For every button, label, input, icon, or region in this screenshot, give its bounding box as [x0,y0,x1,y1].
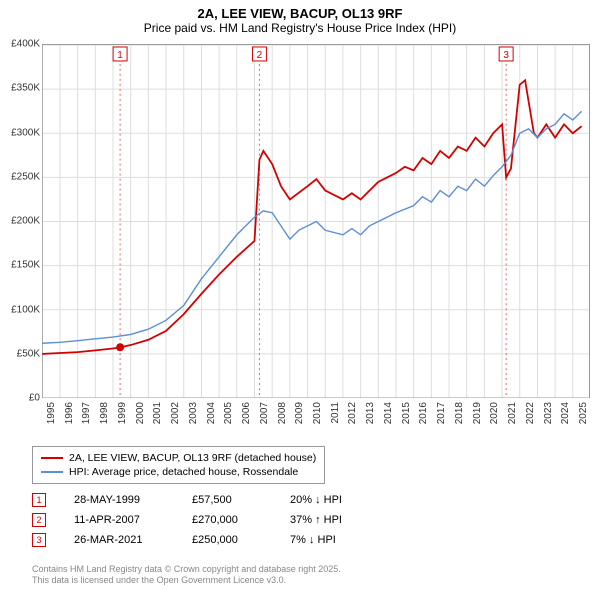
series-property [42,80,581,354]
sale-price: £250,000 [192,534,262,546]
x-tick-label: 2007 [259,402,270,424]
x-tick-label: 2023 [543,402,554,424]
x-tick-label: 2008 [277,402,288,424]
sale-row: 1 28-MAY-1999 £57,500 20% ↓ HPI [32,490,370,510]
legend-item: HPI: Average price, detached house, Ross… [41,465,316,479]
legend-label: HPI: Average price, detached house, Ross… [69,466,298,478]
x-tick-label: 2001 [152,402,163,424]
chart-container: { "title": { "line1": "2A, LEE VIEW, BAC… [0,0,600,590]
x-tick-label: 2016 [418,402,429,424]
x-tick-label: 1996 [64,402,75,424]
footer-line2: This data is licensed under the Open Gov… [32,575,341,586]
x-tick-label: 2018 [454,402,465,424]
y-tick-label: £350K [11,83,40,94]
sales-table: 1 28-MAY-1999 £57,500 20% ↓ HPI 2 11-APR-2007… [32,490,370,550]
legend-label: 2A, LEE VIEW, BACUP, OL13 9RF (detached … [69,452,316,464]
x-tick-label: 2011 [330,402,341,424]
sale-date: 11-APR-2007 [74,514,164,526]
x-tick-label: 2025 [578,402,589,424]
x-tick-label: 2019 [472,402,483,424]
sale-pct: 37% ↑ HPI [290,514,370,526]
chart-svg: 1 2 3 [42,45,589,398]
x-tick-label: 2014 [383,402,394,424]
y-axis: £0£50K£100K£150K£200K£250K£300K£350K£400… [0,44,42,398]
x-axis: 1995 1996 1997 1998 1999 2000 2001 2002 2003 2004… [42,398,590,446]
legend-swatch [41,457,63,459]
y-tick-label: £100K [11,304,40,315]
y-tick-label: £250K [11,171,40,182]
svg-text:3: 3 [503,50,509,61]
x-tick-label: 2015 [401,402,412,424]
y-tick-label: £200K [11,216,40,227]
title-sub: Price paid vs. HM Land Registry's House … [0,21,600,35]
sale-row: 3 26-MAR-2021 £250,000 7% ↓ HPI [32,530,370,550]
x-tick-label: 2020 [489,402,500,424]
sale-marker: 3 [32,533,46,547]
x-tick-label: 2022 [525,402,536,424]
x-tick-label: 2005 [223,402,234,424]
legend: 2A, LEE VIEW, BACUP, OL13 9RF (detached … [32,446,325,484]
sale-pct: 20% ↓ HPI [290,494,370,506]
x-tick-label: 1997 [81,402,92,424]
x-tick-label: 2004 [206,402,217,424]
x-tick-label: 2010 [312,402,323,424]
sale-price: £270,000 [192,514,262,526]
sale-price: £57,500 [192,494,262,506]
y-tick-label: £150K [11,260,40,271]
x-tick-label: 1999 [117,402,128,424]
sale-marker: 1 [32,493,46,507]
x-tick-label: 2002 [170,402,181,424]
x-tick-label: 2017 [436,402,447,424]
sale-pct: 7% ↓ HPI [290,534,370,546]
footer-line1: Contains HM Land Registry data © Crown c… [32,564,341,575]
y-tick-label: £400K [11,39,40,50]
title-main: 2A, LEE VIEW, BACUP, OL13 9RF [0,6,600,21]
title-block: 2A, LEE VIEW, BACUP, OL13 9RF Price paid… [0,0,600,37]
sale-date: 26-MAR-2021 [74,534,164,546]
legend-item: 2A, LEE VIEW, BACUP, OL13 9RF (detached … [41,451,316,465]
x-tick-label: 2012 [347,402,358,424]
x-tick-label: 2000 [135,402,146,424]
legend-swatch [41,471,63,473]
series-hpi [42,111,581,343]
x-tick-label: 2024 [560,402,571,424]
svg-text:1: 1 [117,50,123,61]
x-tick-label: 2003 [188,402,199,424]
x-tick-label: 1998 [99,402,110,424]
footer-attribution: Contains HM Land Registry data © Crown c… [32,564,341,586]
y-tick-label: £300K [11,127,40,138]
chart-plot-area: 1 2 3 [42,44,590,398]
x-tick-label: 2009 [294,402,305,424]
sale-row: 2 11-APR-2007 £270,000 37% ↑ HPI [32,510,370,530]
y-tick-label: £0 [29,393,40,404]
x-tick-label: 1995 [46,402,57,424]
sale-marker: 2 [32,513,46,527]
sale-date: 28-MAY-1999 [74,494,164,506]
svg-text:2: 2 [257,50,263,61]
x-tick-label: 2013 [365,402,376,424]
y-tick-label: £50K [17,348,40,359]
x-tick-label: 2006 [241,402,252,424]
x-tick-label: 2021 [507,402,518,424]
